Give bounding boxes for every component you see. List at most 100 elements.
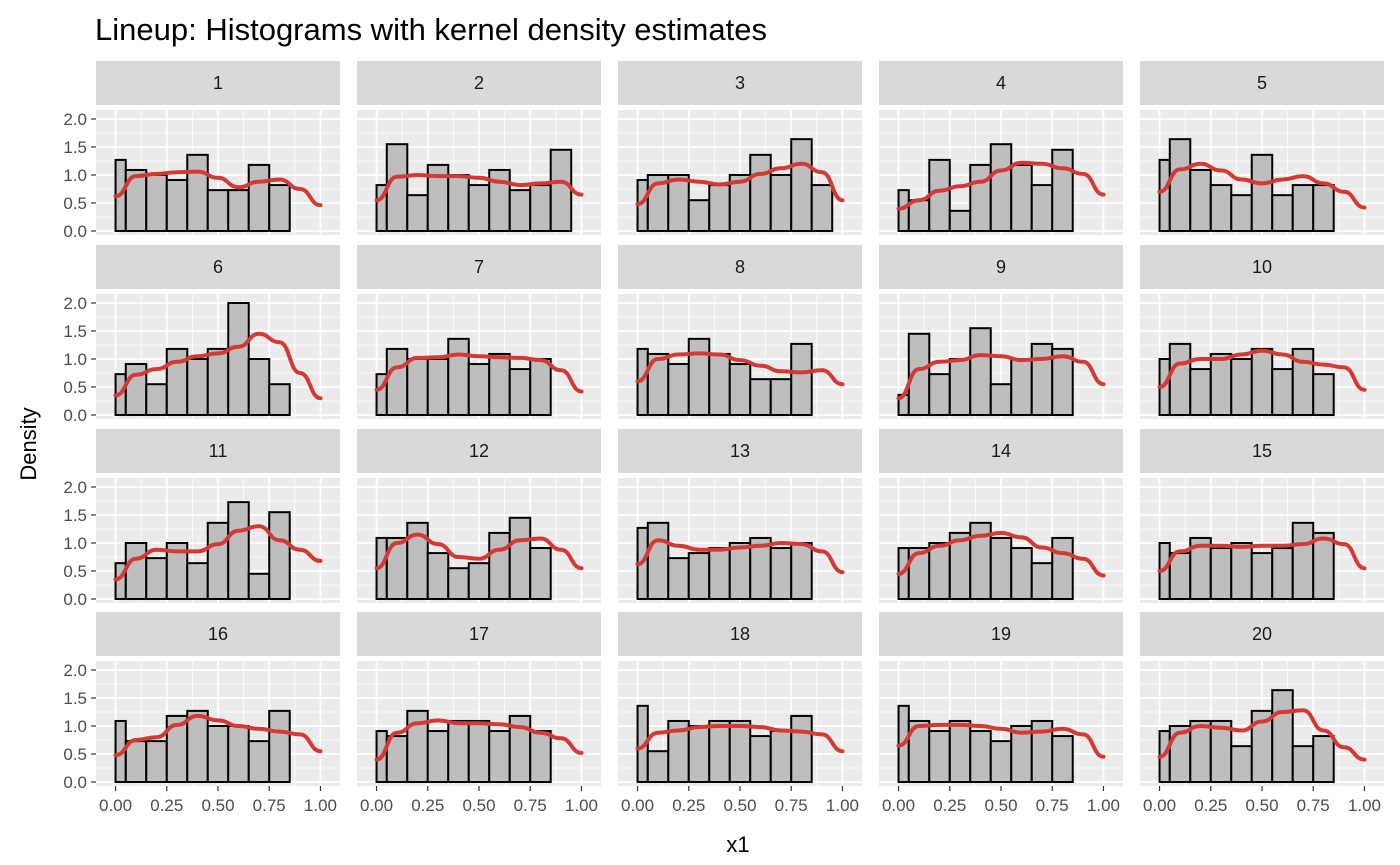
histogram-bar <box>646 750 670 784</box>
facet-panel-17: 17 0.00 0.25 0.50 0.75 1.00 <box>357 612 601 815</box>
facet-strip <box>96 429 340 473</box>
histogram-bar <box>206 521 230 601</box>
facet-label: 6 <box>213 257 223 277</box>
histogram-bar <box>447 337 470 416</box>
x-tick-label: 0.00 <box>360 796 393 815</box>
density-curve <box>635 161 845 207</box>
facet-strip <box>618 245 862 289</box>
y-tick-label: 0.0 <box>63 222 87 241</box>
histogram-bar <box>186 562 209 600</box>
facet-strip <box>96 61 340 105</box>
x-tick-label: 0.75 <box>253 796 286 815</box>
histogram-bar <box>928 542 951 600</box>
histogram-bar <box>426 552 450 601</box>
histogram-bar <box>1209 352 1233 416</box>
facet-strip <box>879 61 1123 105</box>
facet-label: 8 <box>735 257 745 277</box>
histogram-bar <box>247 740 271 783</box>
histogram-bar <box>989 536 1013 601</box>
histogram-bar <box>124 542 148 600</box>
histogram-bar <box>124 740 148 783</box>
histogram-bar <box>989 143 1013 232</box>
histogram-bar <box>687 725 711 783</box>
density-curve <box>1157 348 1367 392</box>
histogram-bar <box>447 719 470 784</box>
histogram-bar <box>1230 542 1253 600</box>
histogram-bar <box>447 174 470 232</box>
facet-label: 18 <box>730 624 750 644</box>
histogram-bar <box>1030 342 1054 417</box>
histogram-bar <box>447 567 470 601</box>
facet-panel-11: 11 0.0 0.5 1.0 1.5 2.0 <box>63 429 340 609</box>
histogram-bar <box>928 373 951 416</box>
facet-label: 1 <box>213 73 223 93</box>
facet-strip <box>1140 612 1384 656</box>
facet-panel-19: 19 0.00 0.25 0.50 0.75 1.00 <box>879 612 1123 815</box>
facet-strip <box>1140 245 1384 289</box>
facet-panel-20: 20 0.00 0.25 0.50 0.75 1.00 <box>1140 612 1384 815</box>
x-tick-label: 0.75 <box>1036 796 1069 815</box>
x-tick-label: 0.25 <box>411 796 444 815</box>
y-tick-label: 1.0 <box>63 717 87 736</box>
facet-label: 20 <box>1252 624 1272 644</box>
histogram-bar <box>667 174 690 232</box>
facet-strip <box>357 245 601 289</box>
histogram-bar <box>1030 184 1054 232</box>
facet-panel-13: 13 <box>618 429 862 603</box>
histogram-bar <box>749 153 772 232</box>
histogram-bar <box>1209 184 1233 232</box>
histogram-bar <box>227 302 250 416</box>
facet-label: 15 <box>1252 441 1272 461</box>
histogram-bar <box>268 383 291 417</box>
histogram-bar <box>1168 138 1192 232</box>
density-curve <box>1157 161 1367 210</box>
histogram-bar <box>897 189 910 232</box>
density-curve <box>896 160 1106 211</box>
density-curve <box>374 532 584 571</box>
histogram-bar <box>186 153 209 232</box>
histogram-bar <box>1209 547 1233 600</box>
histogram-bar <box>989 740 1013 783</box>
histogram-bar <box>488 352 511 416</box>
facet-strip <box>618 429 862 473</box>
x-tick-label: 0.00 <box>621 796 654 815</box>
density-curve <box>896 530 1106 578</box>
facet-label: 7 <box>474 257 484 277</box>
histogram-bar <box>948 358 972 416</box>
chart-title: Lineup: Histograms with kernel density e… <box>95 12 767 47</box>
density-curve <box>113 524 323 582</box>
density-curve <box>896 722 1106 759</box>
y-tick-label: 0.5 <box>63 378 87 397</box>
facet-panel-5: 5 <box>1140 61 1384 235</box>
histogram-bar <box>969 730 992 783</box>
histogram-bar <box>406 194 429 233</box>
y-tick-label: 1.0 <box>63 166 87 185</box>
x-tick-label: 0.75 <box>775 796 808 815</box>
x-tick-label: 1.00 <box>304 796 337 815</box>
histogram-bar <box>728 542 752 600</box>
histogram-bar <box>268 511 291 601</box>
facet-label: 4 <box>996 73 1006 93</box>
histogram-bar <box>708 719 731 784</box>
histogram-bar <box>1312 373 1335 416</box>
density-curve <box>1157 708 1367 762</box>
histogram-bar <box>1250 552 1274 601</box>
histogram-bar <box>1010 358 1033 416</box>
histogram-bar <box>989 383 1013 417</box>
histogram-bar <box>406 358 429 416</box>
facet-grid: 1 0.0 0.5 1.0 1.5 2.0 2 3 4 5 6 0.0 0.5 1.0 1.5 2.0 7 8 9 1… <box>63 61 1384 815</box>
y-tick-label: 1.0 <box>63 534 87 553</box>
histogram-bar <box>1312 531 1335 600</box>
y-tick-label: 1.5 <box>63 322 87 341</box>
histogram-bar <box>247 163 271 232</box>
facet-panel-18: 18 0.00 0.25 0.50 0.75 1.00 <box>618 612 862 815</box>
histogram-bar <box>467 363 491 417</box>
histogram-bar <box>1010 547 1033 600</box>
histogram-bar <box>749 378 772 417</box>
histogram-bar <box>790 138 813 232</box>
facet-panel-12: 12 <box>357 429 601 603</box>
histogram-bar <box>385 143 409 232</box>
histogram-bar <box>165 179 189 232</box>
histogram-bar <box>268 184 291 232</box>
density-curve <box>635 538 845 575</box>
